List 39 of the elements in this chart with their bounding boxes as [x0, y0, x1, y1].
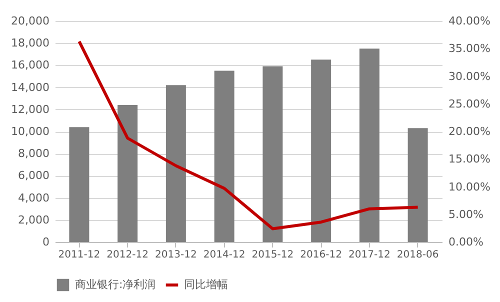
x-tick-label: 2013-12 [155, 250, 197, 260]
x-tick-label: 2016-12 [300, 250, 342, 260]
y2-tick-label: 30.00% [448, 70, 490, 83]
y-tick-label: 0 [42, 236, 50, 248]
bar [311, 60, 332, 242]
y-tick-label: 12,000 [11, 102, 50, 116]
x-tick-label: 2018-06 [396, 250, 439, 260]
bar [166, 85, 186, 242]
bar [118, 104, 138, 242]
bar [262, 66, 283, 242]
legend-label: 商业银行:净利润 [75, 278, 156, 291]
x-tick-label: 2015-12 [252, 250, 294, 260]
y2-tick-label: 5.00% [448, 208, 484, 221]
line-series [78, 40, 420, 230]
y-tick-label: 6,000 [18, 169, 50, 182]
y-tick-label: 2,000 [18, 213, 50, 226]
y-tick-label: 8,000 [18, 147, 50, 160]
y2-tick-label: 25.00% [448, 97, 490, 110]
legend-label: 同比增幅 [184, 278, 228, 291]
y2-tick-label: 20.00% [448, 125, 490, 138]
y2-tick-label: 35.00% [448, 42, 490, 56]
bar [359, 48, 380, 242]
y-tick-label: 18,000 [11, 36, 50, 50]
bar [214, 70, 234, 242]
x-tick-label: 2011-12 [58, 250, 100, 260]
x-tick-label: 2012-12 [106, 250, 148, 260]
bar [408, 128, 428, 242]
y2-tick-label: 10.00% [448, 180, 490, 194]
y2-tick-label: 40.00% [448, 14, 490, 28]
bar [69, 127, 90, 242]
y-tick-label: 20,000 [11, 14, 50, 28]
y-tick-label: 4,000 [18, 191, 50, 204]
x-tick-label: 2017-12 [348, 250, 390, 260]
y-tick-label: 10,000 [11, 125, 50, 138]
y2-tick-label: 0.00% [448, 236, 484, 248]
y2-tick-label: 15.00% [448, 152, 490, 166]
y-tick-label: 16,000 [11, 58, 50, 72]
x-tick-label: 2014-12 [203, 250, 246, 260]
y-tick-label: 14,000 [11, 80, 50, 94]
